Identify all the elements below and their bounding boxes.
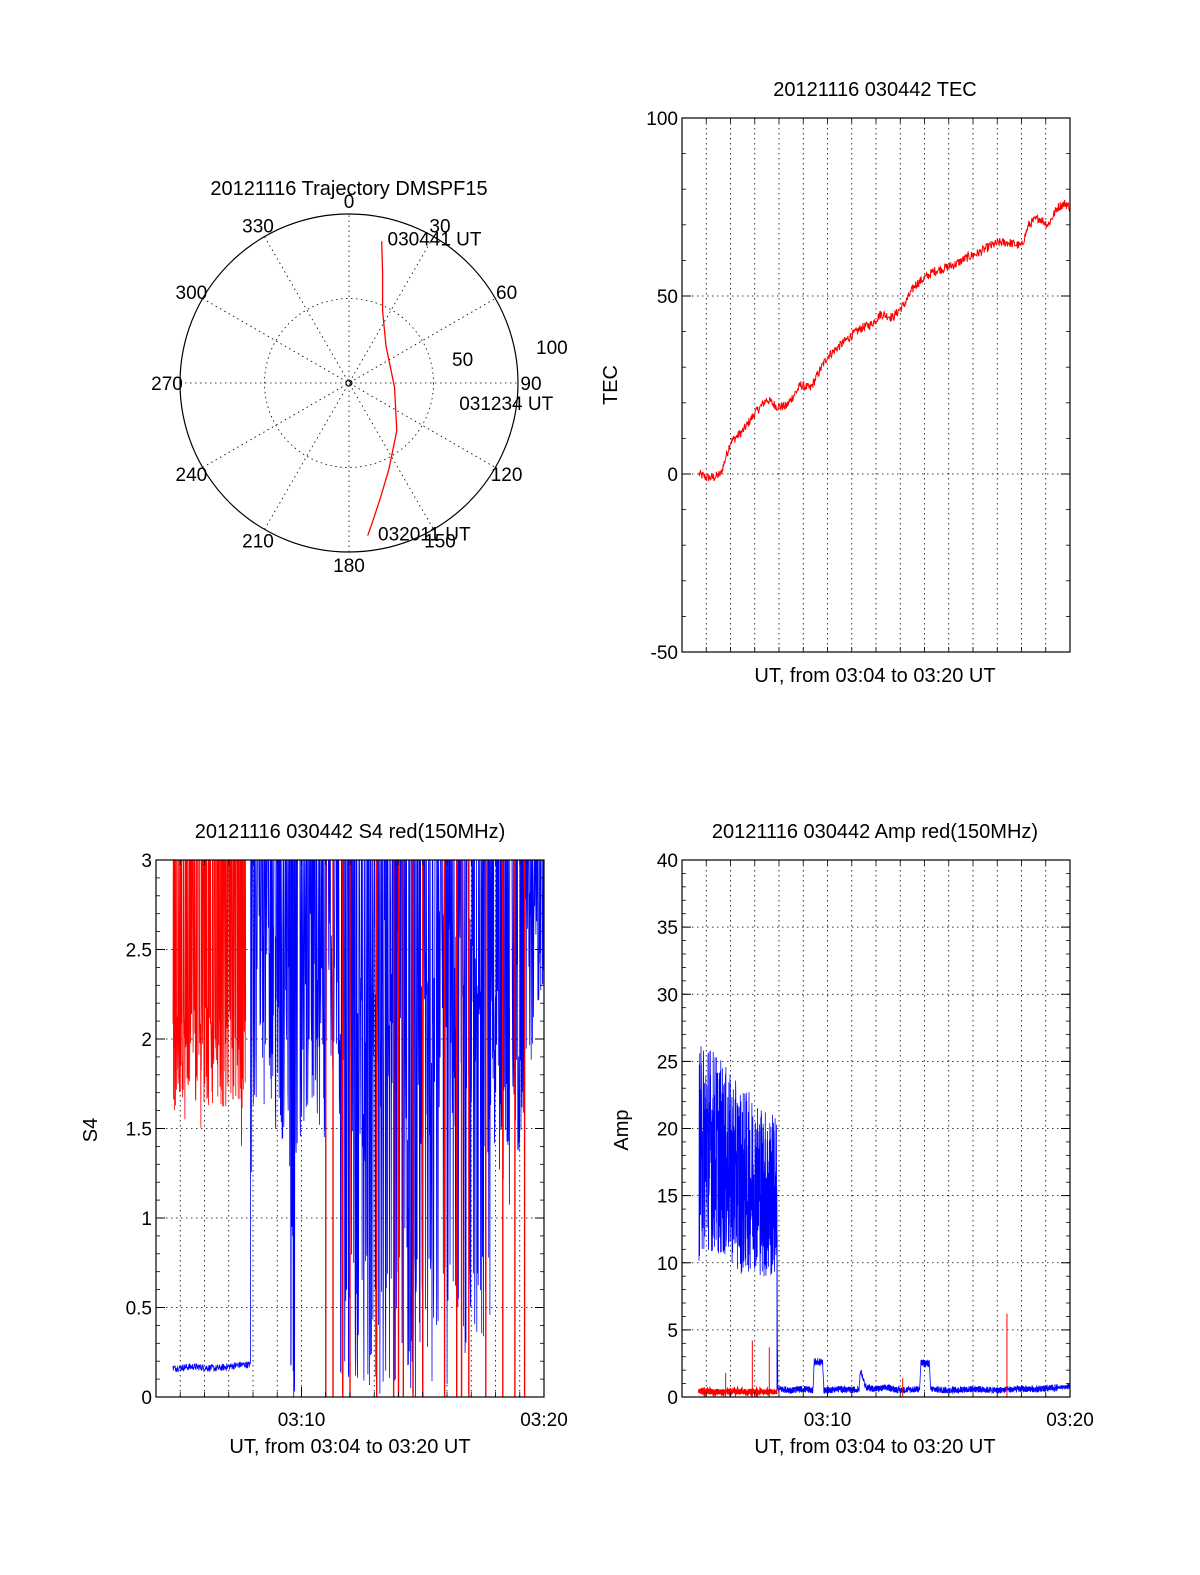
s4-panel: 20121116 030442 S4 red(150MHz) 0 0.5 1 1.5 2… [80, 821, 568, 1458]
amp-ytick-label: 25 [657, 1052, 678, 1073]
s4-blue-line [172, 859, 545, 1398]
polar-grid [180, 214, 518, 552]
s4-ytick-label: 2 [141, 1030, 152, 1051]
polar-spoke [202, 298, 496, 468]
polar-angle-label: 120 [491, 465, 523, 486]
tec-ytick-label: -50 [651, 643, 678, 664]
s4-xlabel: UT, from 03:04 to 03:20 UT [229, 1436, 470, 1458]
trajectory-time-label: 031234 UT [459, 394, 553, 415]
polar-angle-label: 240 [176, 465, 208, 486]
tec-line [698, 199, 1071, 482]
s4-ylabel: S4 [80, 1118, 102, 1142]
tec-ytick-label: 0 [667, 465, 678, 486]
s4-xtick-label: 03:10 [278, 1410, 326, 1431]
amp-ytick-label: 35 [657, 918, 678, 939]
amp-title: 20121116 030442 Amp red(150MHz) [712, 821, 1038, 843]
polar-spoke [202, 298, 496, 468]
amp-ytick-label: 30 [657, 985, 678, 1006]
trajectory-series [367, 241, 398, 536]
polar-center-marker [345, 379, 353, 387]
tec-ticks: -50 0 50 100 [646, 109, 1071, 664]
amp-xtick-label: 03:20 [1046, 1410, 1094, 1431]
trajectory-panel: 20121116 Trajectory DMSPF15 0 30 60 90 120 15… [151, 178, 568, 577]
s4-ticks: 0 0.5 1 1.5 2 2.5 3 03:10 03:20 [126, 851, 568, 1431]
trajectory-title: 20121116 Trajectory DMSPF15 [210, 178, 487, 200]
amp-series [698, 1046, 1071, 1399]
polar-angle-labels: 0 30 60 90 120 150 180 210 240 270 300 330 [151, 192, 541, 577]
s4-xtick-label: 03:20 [520, 1410, 568, 1431]
polar-angle-label: 90 [520, 374, 541, 395]
tec-ytick-label: 50 [657, 287, 678, 308]
s4-ytick-label: 0 [141, 1388, 152, 1409]
amp-ytick-label: 5 [667, 1321, 678, 1342]
amp-ytick-label: 10 [657, 1254, 678, 1275]
tec-title: 20121116 030442 TEC [773, 79, 977, 101]
trajectory-time-label: 032011 UT [378, 524, 471, 545]
s4-red-line [172, 859, 247, 1147]
s4-ytick-label: 3 [141, 851, 152, 872]
tec-series [698, 199, 1071, 482]
polar-angle-label: 180 [333, 556, 365, 577]
amp-ytick-label: 20 [657, 1120, 678, 1141]
s4-ytick-label: 1.5 [126, 1120, 152, 1141]
amp-ytick-label: 15 [657, 1187, 678, 1208]
polar-ring-50 [264, 298, 434, 468]
polar-angle-label: 270 [151, 374, 183, 395]
amp-panel: 20121116 030442 Amp red(150MHz) 0 5 10 15 20… [611, 821, 1094, 1458]
tec-panel: 20121116 030442 TEC -50 0 50 100 UT, from 0… [600, 79, 1071, 687]
trajectory-line [367, 241, 398, 536]
radius-label-50: 50 [452, 350, 473, 371]
trajectory-annotations: 030441 UT 031234 UT 032011 UT [378, 229, 554, 545]
amp-ytick-label: 0 [667, 1388, 678, 1409]
s4-ytick-label: 2.5 [126, 941, 152, 962]
tec-ylabel: TEC [600, 365, 622, 405]
s4-ytick-label: 1 [141, 1209, 152, 1230]
amp-ticks: 0 5 10 15 20 25 30 35 40 03:10 03:20 [657, 851, 1094, 1431]
trajectory-time-label: 030441 UT [388, 229, 482, 250]
amp-xlabel: UT, from 03:04 to 03:20 UT [754, 1436, 995, 1458]
polar-spoke [264, 236, 434, 530]
tec-grid [682, 118, 1070, 652]
s4-series [172, 859, 545, 1398]
radius-label-100: 100 [536, 338, 568, 359]
amp-ylabel: Amp [611, 1109, 633, 1150]
amp-ytick-label: 40 [657, 851, 678, 872]
polar-angle-label: 330 [242, 216, 274, 237]
tec-xlabel: UT, from 03:04 to 03:20 UT [754, 665, 995, 687]
polar-angle-label: 150 [424, 532, 456, 553]
polar-angle-label: 0 [344, 192, 355, 213]
amp-red-line [698, 1385, 778, 1399]
s4-ytick-label: 0.5 [126, 1299, 152, 1320]
s4-title: 20121116 030442 S4 red(150MHz) [195, 821, 506, 843]
polar-outer-circle [179, 213, 519, 553]
tec-ytick-label: 100 [646, 109, 678, 130]
polar-spoke [264, 236, 434, 530]
polar-angle-label: 30 [429, 216, 450, 237]
polar-angle-label: 60 [496, 283, 517, 304]
amp-xtick-label: 03:10 [804, 1410, 852, 1431]
amp-blue-line [698, 1046, 1071, 1395]
polar-angle-label: 210 [242, 532, 274, 553]
polar-angle-label: 300 [176, 283, 208, 304]
